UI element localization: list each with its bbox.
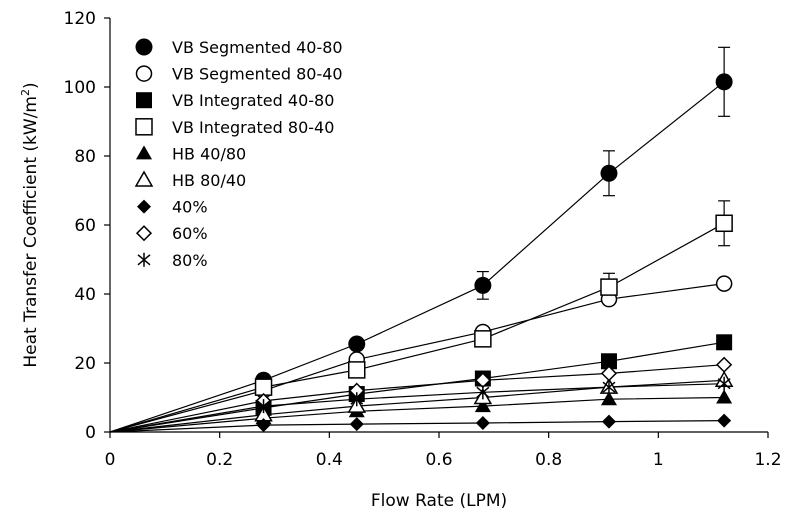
data-point — [474, 398, 491, 413]
data-point — [600, 164, 618, 182]
data-point — [475, 416, 490, 431]
data-point — [348, 335, 366, 353]
y-tick-label: 0 — [85, 423, 96, 443]
data-points — [254, 73, 734, 433]
y-tick-label: 80 — [74, 147, 96, 167]
data-point — [715, 275, 733, 292]
data-point — [715, 73, 733, 91]
data-point — [601, 414, 616, 429]
data-point — [600, 391, 617, 406]
trendline — [109, 81, 725, 433]
trendline — [109, 283, 725, 433]
trendline — [109, 341, 725, 433]
y-axis-title-superscript: 2 — [19, 89, 32, 96]
x-tick-label: 0.6 — [425, 450, 452, 470]
y-tick-label: 40 — [74, 285, 96, 305]
data-point — [256, 418, 271, 433]
data-point — [349, 417, 364, 432]
data-point — [254, 378, 273, 396]
legend-marker — [135, 225, 153, 242]
plot-area: 0 20 40 60 80 100 120 0 0.2 0.4 0.6 0.8 1 1.2 — [64, 9, 782, 470]
x-tick-label: 0.2 — [206, 450, 233, 470]
legend-marker — [137, 199, 151, 214]
legend-marker — [137, 252, 151, 267]
legend-label: VB Integrated 80-40 — [172, 118, 334, 137]
data-point — [717, 413, 732, 428]
legend-marker — [136, 145, 152, 160]
legend-marker — [134, 170, 154, 187]
legend-label: VB Segmented 40-80 — [172, 38, 343, 57]
legend-marker — [135, 65, 153, 82]
y-axis-title-end: ) — [21, 82, 41, 89]
x-tick-label: 1 — [653, 450, 664, 470]
legend-label: 40% — [172, 198, 208, 217]
legend-marker — [136, 92, 152, 109]
trendline — [109, 383, 725, 433]
y-axis-title: Heat Transfer Coefficient (kW/m2) — [19, 82, 41, 367]
x-tick-label: 0.4 — [316, 450, 343, 470]
x-tick-label: 0.8 — [535, 450, 562, 470]
legend: VB Segmented 40-80 VB Segmented 80-40 VB I… — [134, 38, 343, 270]
y-tick-label: 100 — [64, 78, 96, 98]
data-point — [715, 214, 733, 233]
legend-marker — [135, 118, 153, 136]
data-point — [602, 380, 616, 395]
trendline — [109, 420, 725, 433]
y-tick-label: 120 — [64, 9, 96, 29]
legend-label: VB Segmented 80-40 — [172, 65, 343, 84]
data-point — [716, 356, 733, 373]
legend-marker — [135, 38, 153, 56]
data-point — [600, 353, 617, 370]
trendlines — [109, 81, 725, 433]
legend-label: VB Integrated 40-80 — [172, 91, 334, 110]
data-point — [350, 392, 364, 407]
y-ticks: 0 20 40 60 80 100 120 — [64, 9, 110, 443]
x-ticks: 0 0.2 0.4 0.6 0.8 1 1.2 — [105, 432, 782, 470]
legend-label: 60% — [172, 224, 208, 243]
x-tick-label: 1.2 — [754, 450, 781, 470]
y-tick-label: 20 — [74, 354, 96, 374]
y-tick-label: 60 — [74, 216, 96, 236]
legend-label: HB 40/80 — [172, 144, 246, 163]
trendline — [109, 222, 725, 433]
data-point — [600, 278, 618, 296]
x-axis-title: Flow Rate (LPM) — [371, 491, 507, 511]
data-point — [476, 385, 490, 400]
data-point — [716, 389, 733, 404]
data-point — [716, 334, 733, 351]
data-point — [474, 276, 492, 294]
data-point — [257, 399, 271, 414]
legend-label: 80% — [172, 251, 208, 270]
legend-label: HB 80/40 — [172, 171, 246, 190]
data-point — [474, 330, 492, 348]
trendline — [109, 364, 725, 433]
data-point — [348, 361, 366, 379]
data-point — [717, 376, 731, 391]
y-axis-title-main: Heat Transfer Coefficient (kW/m — [21, 96, 41, 368]
trendline — [109, 396, 725, 433]
x-tick-label: 0 — [105, 450, 116, 470]
